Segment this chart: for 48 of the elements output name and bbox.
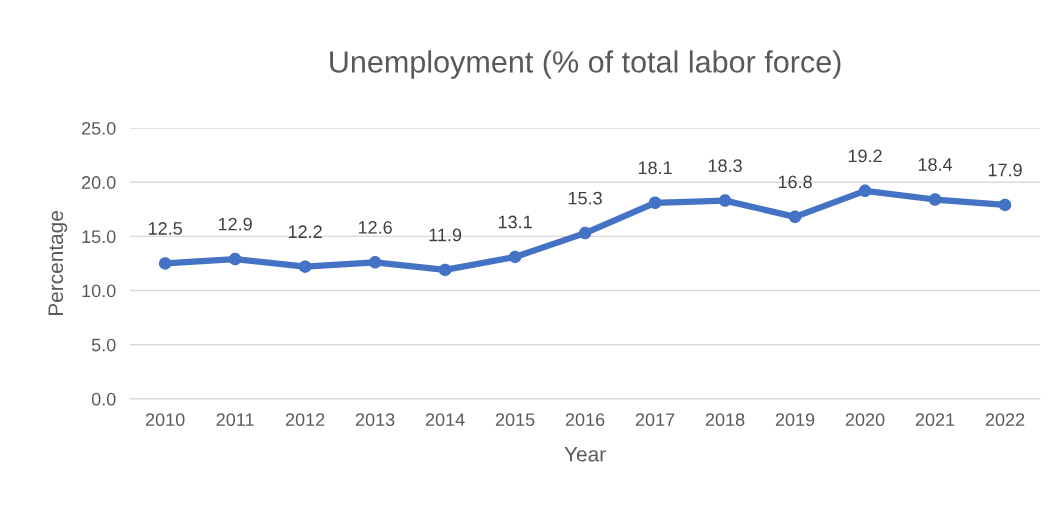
x-tick-label: 2015 bbox=[495, 413, 535, 427]
data-label: 15.3 bbox=[568, 191, 602, 205]
x-tick-label: 2021 bbox=[915, 413, 955, 427]
data-label: 13.1 bbox=[498, 215, 532, 229]
x-tick-label: 2011 bbox=[216, 413, 254, 427]
data-label: 11.9 bbox=[429, 228, 462, 242]
x-tick-label: 2012 bbox=[285, 413, 325, 427]
point bbox=[998, 198, 1012, 212]
x-tick-label: 2019 bbox=[775, 413, 815, 427]
y-tick-label: 5.0 bbox=[91, 338, 116, 352]
x-tick-label: 2013 bbox=[355, 413, 395, 427]
x-tick-label: 2014 bbox=[425, 413, 465, 427]
data-label: 12.2 bbox=[288, 225, 322, 238]
x-tick-label: 2010 bbox=[145, 413, 185, 427]
chart-title: Unemployment (% of total labor force) bbox=[330, 50, 841, 79]
data-label: 16.8 bbox=[778, 175, 812, 189]
data-label: 18.1 bbox=[638, 161, 672, 175]
point bbox=[508, 250, 522, 264]
point bbox=[578, 226, 592, 240]
data-label: 18.3 bbox=[708, 159, 742, 173]
point bbox=[648, 196, 662, 210]
point bbox=[158, 257, 172, 270]
x-tick-label: 2018 bbox=[705, 413, 745, 427]
point bbox=[718, 194, 732, 207]
data-label: 12.5 bbox=[148, 222, 182, 235]
y-tick-label: 25.0 bbox=[82, 121, 116, 135]
data-label: 12.6 bbox=[358, 221, 392, 234]
y-tick-label: 10.0 bbox=[82, 284, 116, 298]
x-axis-title: Year bbox=[564, 447, 606, 462]
point bbox=[368, 256, 382, 269]
data-label: 18.4 bbox=[918, 158, 953, 171]
point bbox=[228, 252, 242, 266]
data-label: 17.9 bbox=[988, 163, 1022, 177]
y-tick-label: 15.0 bbox=[82, 230, 116, 244]
point bbox=[438, 263, 452, 277]
data-label: 19.2 bbox=[848, 149, 882, 163]
x-tick-label: 2022 bbox=[985, 413, 1025, 427]
point bbox=[298, 260, 312, 273]
x-tick-label: 2020 bbox=[845, 413, 885, 427]
y-tick-label: 0.0 bbox=[91, 392, 116, 406]
data-label: 12.9 bbox=[218, 217, 252, 231]
y-tick-label: 20.0 bbox=[82, 176, 116, 189]
point bbox=[788, 210, 802, 224]
x-tick-label: 2017 bbox=[635, 413, 675, 427]
point bbox=[928, 193, 942, 206]
point bbox=[858, 184, 872, 198]
y-axis-title: Percentage bbox=[48, 211, 68, 316]
x-tick-label: 2016 bbox=[565, 413, 605, 427]
